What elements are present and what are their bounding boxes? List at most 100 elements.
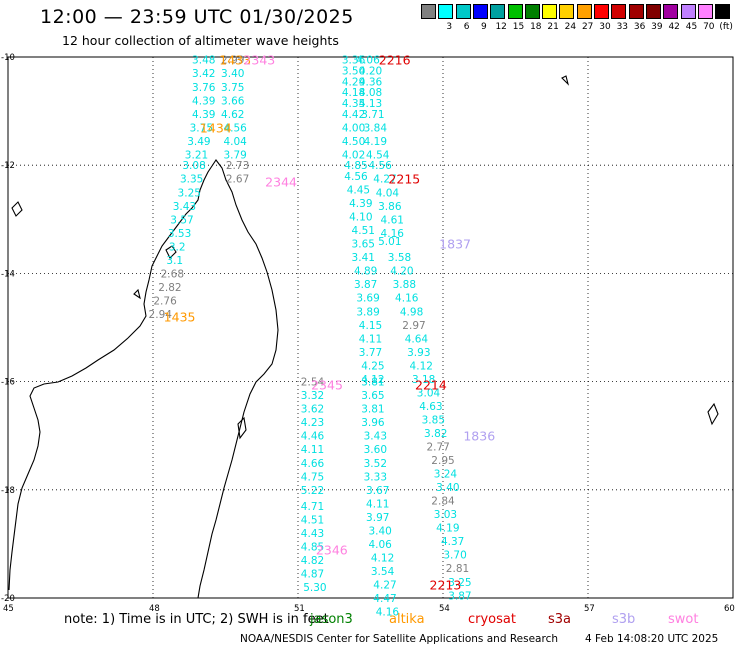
wave-height-label: 3.18 [412, 374, 435, 386]
wave-height-label: 4.39 [349, 198, 372, 210]
madagascar-coastline [8, 159, 279, 599]
pass-time-label: 2345 [311, 377, 343, 392]
wave-height-label: 3.81 [361, 377, 384, 389]
wave-height-label: 3.97 [366, 512, 389, 524]
legend-label: 36 [633, 22, 646, 32]
legend-swatch [715, 4, 731, 19]
wave-height-label: 4.19 [364, 136, 387, 148]
footnote: note: 1) Time is in UTC; 2) SWH is in fe… [64, 612, 329, 627]
wave-height-label: 4.12 [361, 374, 384, 386]
wave-height-label: 3.75 [221, 82, 244, 94]
wave-height-label: 4.85 [301, 542, 324, 554]
wave-height-label: 4.25 [361, 360, 384, 372]
grid-lines [8, 57, 733, 598]
wave-height-label: 4.56 [368, 160, 392, 172]
page-title: 12:00 — 23:59 UTC 01/30/2025 [40, 6, 354, 28]
legend-swatch [421, 4, 436, 19]
wave-height-label: 4.11 [301, 444, 324, 456]
wave-height-label: 3.04 [417, 387, 441, 399]
wave-height-label: 2.54 [301, 377, 325, 389]
wave-height-label: 3.79 [223, 149, 246, 161]
wave-height-label: 3.86 [378, 201, 402, 213]
credit-line: NOAA/NESDIS Center for Satellite Applica… [240, 633, 558, 645]
wave-height-label: 3.70 [443, 550, 466, 562]
pass-time-label: 1435 [164, 310, 196, 325]
wave-height-label: 3.24 [434, 469, 458, 481]
pass-time-label: 2344 [265, 174, 297, 189]
satellite-s3a: s3a [548, 612, 572, 627]
wave-height-label: 3.84 [364, 122, 388, 134]
wave-height-label: 4.56 [223, 122, 247, 134]
wave-height-label: 4.16 [395, 293, 419, 305]
wave-height-label: 4.51 [352, 225, 375, 237]
wave-height-label: 3.69 [356, 293, 379, 305]
wave-height-label: 3.85 [422, 414, 445, 426]
latitude-label: -14 [1, 269, 15, 279]
wave-height-label: 4.62 [221, 109, 244, 121]
wave-height-label: 4.20 [390, 266, 413, 278]
wave-height-label: 3.66 [221, 95, 245, 107]
wave-height-label: 3.35 [180, 174, 203, 186]
legend-swatch [542, 4, 558, 19]
wave-height-label: 3.75 [190, 122, 213, 134]
wave-height-label: 4.13 [359, 98, 382, 110]
legend-swatch [490, 4, 506, 19]
wave-height-label: 4.27 [373, 174, 396, 186]
wave-height-label: 4.50 [342, 136, 365, 148]
wave-height-label: 4.47 [373, 593, 396, 605]
wave-height-label: 4.11 [366, 498, 389, 510]
legend-label: 12 [495, 22, 507, 32]
wave-height-label: 4.08 [359, 87, 382, 99]
wave-height-label: 4.39 [192, 95, 215, 107]
wave-height-label: 2.82 [158, 282, 181, 294]
legend-label: 24 [564, 22, 577, 32]
wave-height-label: 3.33 [364, 471, 387, 483]
legend-label: 45 [685, 22, 698, 32]
wave-height-label: 3.21 [185, 149, 208, 161]
wave-height-label: 2.81 [446, 563, 469, 575]
wave-height-label: 4.71 [301, 501, 324, 513]
wave-height-label: 4.75 [301, 471, 324, 483]
wave-height-label: 4.10 [349, 212, 372, 224]
legend-swatch [524, 4, 540, 19]
wave-height-label: 4.61 [381, 214, 404, 226]
wave-height-label: 2.95 [431, 455, 454, 467]
wave-height-label: 3.40 [436, 482, 459, 494]
wave-height-label: 3.62 [301, 404, 324, 416]
wave-height-label: 4.98 [400, 306, 423, 318]
wave-height-label: 3.76 [192, 82, 216, 94]
legend-label: 15 [512, 22, 525, 32]
map-frame [7, 56, 734, 599]
wave-height-label: 4.29 [342, 76, 365, 88]
wave-height-label: 4.56 [344, 171, 368, 183]
wave-height-label: 3.32 [301, 390, 324, 402]
legend-swatch [455, 4, 471, 19]
wave-height-label: 3.41 [352, 252, 375, 264]
latitude-label: -16 [1, 378, 15, 388]
legend-swatch [507, 4, 523, 19]
pass-time-label: 1836 [463, 429, 495, 444]
wave-height-label: 5.01 [378, 236, 401, 248]
wave-height-label: 4.06 [368, 539, 392, 551]
legend-label: 27 [581, 22, 594, 32]
legend-swatch [663, 4, 679, 19]
satellite-altika: altika [389, 612, 425, 627]
wave-height-label: 3.71 [361, 109, 384, 121]
generation-timestamp: 4 Feb 14:08:20 UTC 2025 [585, 633, 719, 645]
wave-height-label: 3.81 [361, 404, 384, 416]
wave-height-label: 4.27 [373, 579, 396, 591]
pass-time-label: 2214 [415, 377, 447, 392]
wave-height-label: 3.43 [173, 201, 196, 213]
legend-label: 9 [481, 22, 487, 32]
legend-swatch [697, 4, 713, 19]
wave-height-label: 4.16 [376, 607, 400, 619]
wave-height-label: 4.66 [301, 458, 325, 470]
islet-bay [133, 288, 141, 300]
legend-label: 33 [616, 22, 629, 32]
wave-height-label: 3.42 [192, 68, 215, 80]
wave-height-label: 2.77 [426, 442, 449, 454]
longitude-label: 57 [584, 604, 595, 614]
wave-height-label: 4.02 [342, 149, 365, 161]
wave-height-label: 4.19 [436, 523, 459, 535]
